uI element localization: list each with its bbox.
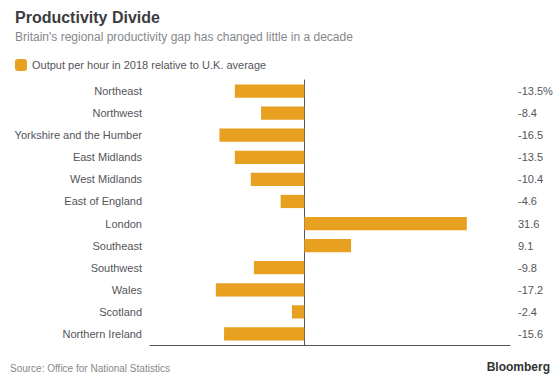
svg-text:-10.4: -10.4 xyxy=(518,173,543,185)
svg-text:9.1: 9.1 xyxy=(518,240,533,252)
svg-text:-2.4: -2.4 xyxy=(518,306,537,318)
svg-text:-9.8: -9.8 xyxy=(518,262,537,274)
svg-text:-15.6: -15.6 xyxy=(518,328,543,340)
svg-text:Northern Ireland: Northern Ireland xyxy=(63,328,143,340)
svg-text:London: London xyxy=(105,218,142,230)
svg-text:Northeast: Northeast xyxy=(94,85,142,97)
svg-text:Wales: Wales xyxy=(112,284,143,296)
svg-text:East of England: East of England xyxy=(64,195,142,207)
svg-text:Yorkshire and the Humber: Yorkshire and the Humber xyxy=(15,129,143,141)
svg-text:-13.5: -13.5 xyxy=(518,151,543,163)
svg-text:-4.6: -4.6 xyxy=(518,195,537,207)
svg-text:Source: Office for National St: Source: Office for National Statistics xyxy=(10,363,170,374)
svg-text:Scotland: Scotland xyxy=(99,306,142,318)
svg-text:-16.5: -16.5 xyxy=(518,129,543,141)
svg-text:-17.2: -17.2 xyxy=(518,284,543,296)
svg-text:-8.4: -8.4 xyxy=(518,107,537,119)
svg-text:Bloomberg: Bloomberg xyxy=(487,360,550,374)
svg-text:Southwest: Southwest xyxy=(91,262,142,274)
svg-text:Britain's regional productivit: Britain's regional productivity gap has … xyxy=(15,30,353,44)
svg-text:West Midlands: West Midlands xyxy=(70,173,142,185)
svg-text:Productivity Divide: Productivity Divide xyxy=(15,9,160,26)
svg-text:-13.5%: -13.5% xyxy=(518,85,553,97)
svg-text:Output per hour in 2018 relati: Output per hour in 2018 relative to U.K.… xyxy=(32,59,266,71)
svg-text:Northwest: Northwest xyxy=(92,107,142,119)
svg-text:East Midlands: East Midlands xyxy=(73,151,143,163)
svg-text:31.6: 31.6 xyxy=(518,218,539,230)
svg-text:Southeast: Southeast xyxy=(92,240,142,252)
